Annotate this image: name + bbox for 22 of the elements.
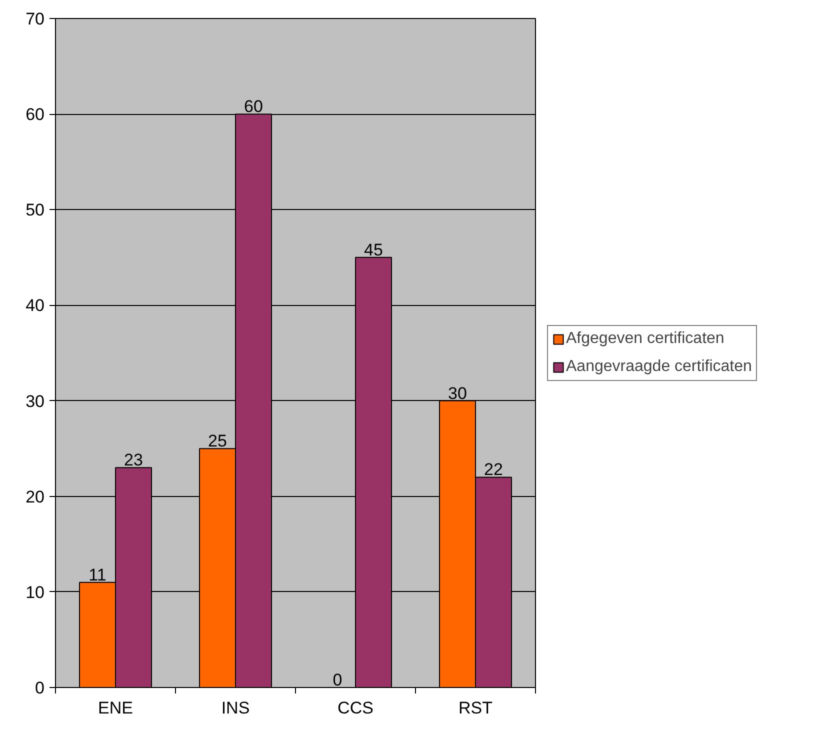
data-label: 22 [484, 460, 503, 480]
data-label: 60 [244, 97, 263, 116]
y-tick-label: 20 [26, 487, 45, 506]
data-label: 23 [124, 450, 143, 470]
legend-label: Afgegeven certificaten [566, 330, 724, 348]
x-tick-label: ENE [98, 698, 133, 718]
data-label: 45 [364, 240, 383, 260]
data-label: 30 [448, 384, 467, 403]
y-tick-label: 60 [26, 105, 45, 124]
x-tick-label: INS [221, 698, 250, 718]
y-tick-label: 50 [26, 200, 45, 220]
x-tick-label: CCS [338, 698, 374, 718]
data-label: 25 [208, 432, 227, 451]
y-tick-label: 0 [35, 678, 45, 698]
y-tick-label: 10 [26, 582, 45, 602]
legend-label: Aangevraagde certificaten [566, 358, 752, 376]
data-label: 11 [88, 565, 106, 584]
y-tick-label: 70 [26, 10, 45, 28]
y-tick-label: 40 [26, 296, 45, 316]
x-tick-label: RST [458, 698, 492, 718]
y-tick-label: 30 [26, 392, 45, 411]
data-label: 0 [332, 670, 342, 690]
